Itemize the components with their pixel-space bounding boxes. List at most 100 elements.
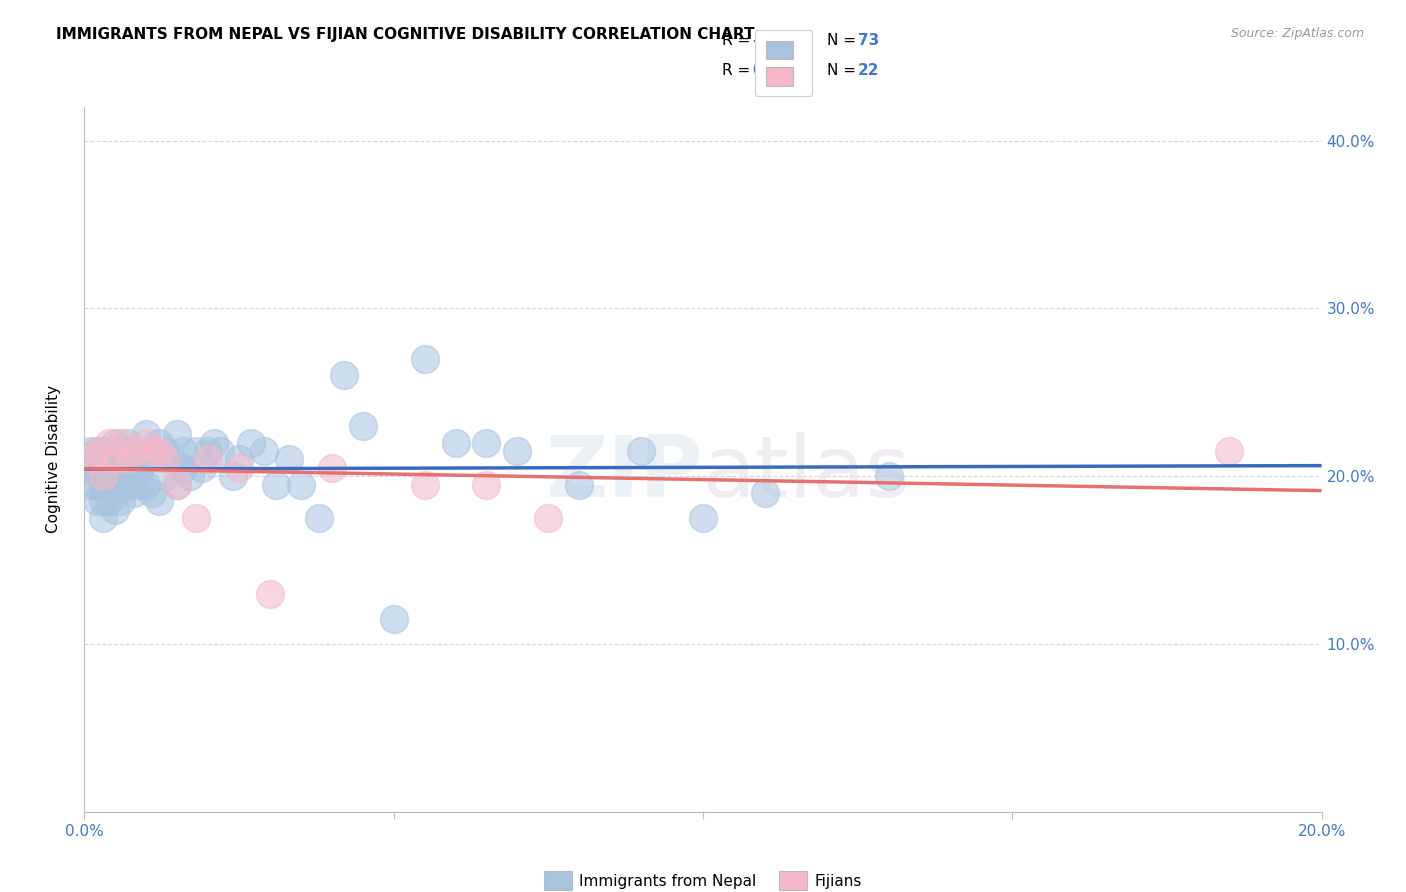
Text: atlas: atlas [703, 432, 911, 515]
Point [86, 444, 108, 458]
Point [382, 612, 405, 626]
Point [104, 486, 127, 500]
Point [122, 486, 145, 500]
Point [110, 444, 132, 458]
Point [197, 444, 219, 458]
Text: N =: N = [827, 33, 860, 47]
Point [253, 444, 276, 458]
Point [153, 469, 176, 483]
Point [117, 477, 139, 491]
Point [222, 469, 245, 483]
Point [240, 435, 263, 450]
Text: 22: 22 [858, 63, 879, 78]
Point [98, 444, 121, 458]
Point [202, 435, 225, 450]
Point [110, 494, 132, 508]
Point [877, 469, 900, 483]
Point [141, 444, 163, 458]
Point [98, 460, 121, 475]
Point [91, 444, 114, 458]
Point [104, 452, 127, 467]
Text: ZIP: ZIP [546, 432, 703, 515]
Point [413, 477, 436, 491]
Point [308, 511, 330, 525]
Point [129, 460, 152, 475]
Point [166, 477, 188, 491]
Point [98, 494, 121, 508]
Point [122, 444, 145, 458]
Point [184, 444, 207, 458]
Point [86, 444, 108, 458]
Point [91, 511, 114, 525]
Y-axis label: Cognitive Disability: Cognitive Disability [46, 385, 60, 533]
Text: N =: N = [827, 63, 860, 78]
Point [179, 469, 201, 483]
Point [191, 460, 214, 475]
Text: 0.043: 0.043 [752, 63, 800, 78]
Point [259, 586, 281, 600]
Point [117, 452, 139, 467]
Text: -0.019: -0.019 [752, 33, 807, 47]
Point [630, 444, 652, 458]
Point [153, 452, 176, 467]
Point [79, 477, 101, 491]
Point [129, 477, 152, 491]
Text: Source: ZipAtlas.com: Source: ZipAtlas.com [1230, 27, 1364, 40]
Point [135, 427, 157, 442]
Point [568, 477, 591, 491]
Point [166, 477, 188, 491]
Point [148, 435, 170, 450]
Point [184, 511, 207, 525]
Text: 73: 73 [858, 33, 879, 47]
Point [413, 351, 436, 366]
Point [86, 494, 108, 508]
Text: R =: R = [721, 33, 755, 47]
Text: IMMIGRANTS FROM NEPAL VS FIJIAN COGNITIVE DISABILITY CORRELATION CHART: IMMIGRANTS FROM NEPAL VS FIJIAN COGNITIV… [56, 27, 755, 42]
Point [98, 435, 121, 450]
Point [264, 477, 287, 491]
Point [228, 452, 250, 467]
Point [160, 452, 183, 467]
Point [135, 477, 157, 491]
Point [135, 452, 157, 467]
Point [79, 444, 101, 458]
Point [110, 460, 132, 475]
Point [122, 444, 145, 458]
Point [135, 435, 157, 450]
Point [475, 435, 498, 450]
Point [79, 460, 101, 475]
Point [172, 444, 194, 458]
Point [444, 435, 467, 450]
Point [148, 444, 170, 458]
Point [110, 435, 132, 450]
Point [86, 460, 108, 475]
Point [122, 460, 145, 475]
Point [104, 502, 127, 516]
Point [475, 477, 498, 491]
Point [91, 477, 114, 491]
Point [228, 460, 250, 475]
Text: R =: R = [721, 63, 755, 78]
Point [197, 452, 219, 467]
Point [277, 452, 299, 467]
Point [117, 435, 139, 450]
Point [110, 477, 132, 491]
Point [86, 477, 108, 491]
Point [754, 486, 776, 500]
Point [104, 452, 127, 467]
Point [148, 494, 170, 508]
Point [172, 460, 194, 475]
Point [104, 435, 127, 450]
Point [290, 477, 312, 491]
Point [79, 452, 101, 467]
Point [153, 444, 176, 458]
Point [141, 444, 163, 458]
Point [333, 368, 356, 383]
Point [537, 511, 560, 525]
Point [692, 511, 714, 525]
Point [352, 418, 374, 433]
Point [166, 427, 188, 442]
Legend: Immigrants from Nepal, Fijians: Immigrants from Nepal, Fijians [538, 865, 868, 892]
Point [98, 477, 121, 491]
Point [117, 452, 139, 467]
